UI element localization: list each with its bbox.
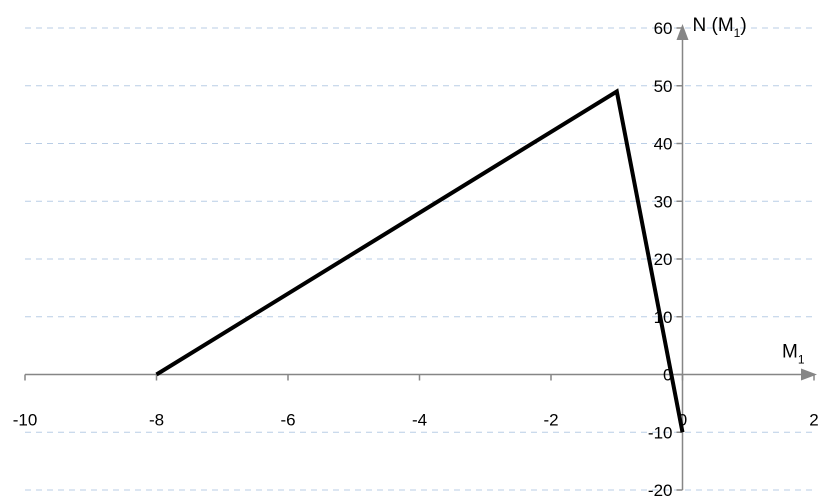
series [155,88,685,433]
y-tick-label: -10 [648,423,673,442]
x-tick-label: -10 [13,411,38,430]
y-tick-label: 50 [654,77,673,96]
x-tick-label: 0 [678,411,687,430]
x-tick-label: -6 [280,411,295,430]
y-tick-label: 40 [654,135,673,154]
x-axis-arrow [801,368,817,381]
x-tick-label: -8 [149,411,164,430]
y-tick-label: 60 [654,19,673,38]
y-tick-label: -20 [648,481,673,497]
axes [24,24,817,491]
x-tick-label: -4 [412,411,427,430]
x-tick-label: -2 [543,411,558,430]
y-tick-label: 0 [663,366,672,385]
y-axis-title: N (M1) [693,15,747,40]
y-tick-label: 20 [654,250,673,269]
x-axis-title: M1 [782,342,805,367]
series-line-0 [155,88,685,433]
y-axis-arrow [676,24,689,40]
x-tick-label: 2 [809,411,818,430]
y-tick-label: 30 [654,192,673,211]
